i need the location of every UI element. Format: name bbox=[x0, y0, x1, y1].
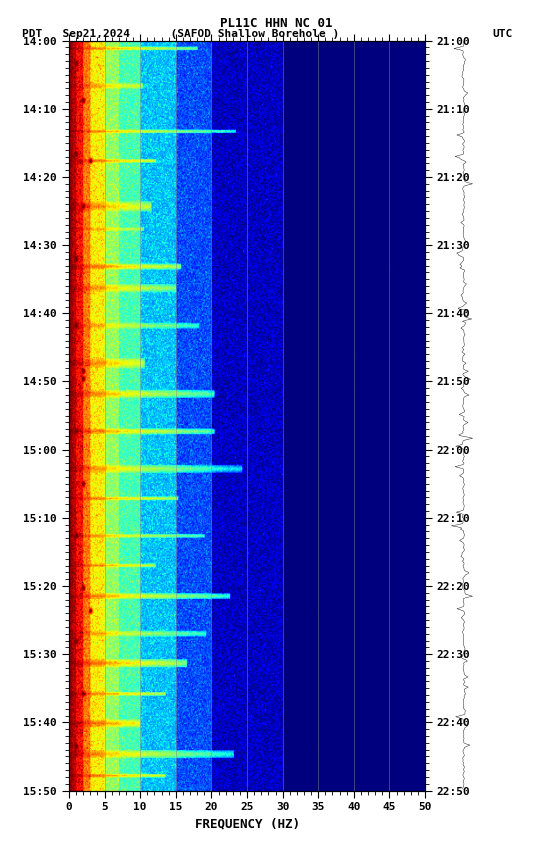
X-axis label: FREQUENCY (HZ): FREQUENCY (HZ) bbox=[194, 818, 300, 831]
Text: PDT   Sep21,2024      (SAFOD Shallow Borehole ): PDT Sep21,2024 (SAFOD Shallow Borehole ) bbox=[22, 29, 339, 39]
Text: PL11C HHN NC 01: PL11C HHN NC 01 bbox=[220, 17, 332, 30]
Text: UTC: UTC bbox=[492, 29, 512, 39]
